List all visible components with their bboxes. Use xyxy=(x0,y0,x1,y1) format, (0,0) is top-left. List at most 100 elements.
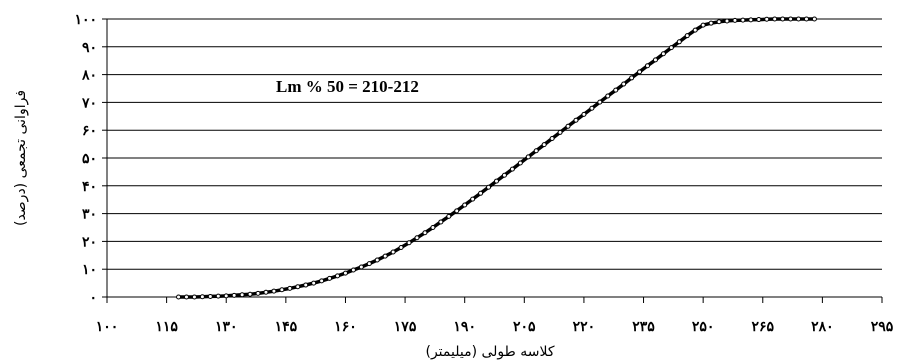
data-point xyxy=(446,213,452,219)
data-point xyxy=(335,273,341,279)
data-point xyxy=(358,264,364,270)
data-point xyxy=(533,148,539,154)
data-point xyxy=(621,81,627,87)
data-point xyxy=(565,123,571,129)
data-point xyxy=(803,16,809,22)
y-tick-label: ۳۰ xyxy=(82,207,97,223)
data-point xyxy=(684,33,690,39)
data-point xyxy=(796,16,802,22)
data-point xyxy=(414,235,420,241)
data-point xyxy=(692,27,698,33)
data-point xyxy=(438,219,444,225)
y-tick-label: ۵۰ xyxy=(82,151,97,167)
x-tick-label: ۱۱۵ xyxy=(155,319,178,335)
y-tick-label: ۲۰ xyxy=(82,234,97,250)
data-point xyxy=(748,17,754,23)
data-point xyxy=(597,99,603,105)
x-tick-label: ۲۵۰ xyxy=(692,319,715,335)
data-point xyxy=(660,51,666,57)
data-point xyxy=(263,289,269,295)
y-tick-label: ۰ xyxy=(89,290,97,306)
data-point xyxy=(613,87,619,93)
x-tick-label: ۱۰۰ xyxy=(96,319,119,335)
data-point xyxy=(342,270,348,276)
data-point xyxy=(287,285,293,291)
data-point xyxy=(215,293,221,299)
x-tick-label: ۱۶۰ xyxy=(334,319,357,335)
data-point xyxy=(295,284,301,290)
data-point xyxy=(581,111,587,117)
data-point xyxy=(573,117,579,123)
data-point xyxy=(525,154,531,160)
data-point xyxy=(406,240,412,246)
data-point xyxy=(199,294,205,300)
data-point xyxy=(430,225,436,230)
data-point xyxy=(811,16,817,22)
series-group xyxy=(176,16,817,300)
data-point xyxy=(462,202,468,208)
data-point xyxy=(716,19,722,25)
data-point xyxy=(207,293,213,299)
data-point xyxy=(470,196,476,202)
x-tick-label: ۱۴۵ xyxy=(275,319,298,335)
data-point xyxy=(493,178,499,184)
data-point xyxy=(708,20,714,26)
data-point xyxy=(271,288,277,294)
data-point xyxy=(637,69,643,75)
data-point xyxy=(509,166,515,172)
data-point xyxy=(732,17,738,23)
y-tick-label: ۴۰ xyxy=(82,179,97,195)
y-tick-label: ۶۰ xyxy=(82,123,97,139)
gridlines xyxy=(107,18,882,270)
y-tick-label: ۱۰۰ xyxy=(74,12,97,28)
y-tick-label: ۱۰ xyxy=(82,262,97,278)
y-axis-title: فراوانی تجمعی (درصد) xyxy=(13,90,29,226)
data-point xyxy=(366,261,372,267)
data-point xyxy=(541,142,547,148)
data-point xyxy=(327,275,333,281)
data-point xyxy=(319,278,325,284)
y-tick-label: ۸۰ xyxy=(81,68,97,84)
data-point xyxy=(652,57,658,63)
data-point xyxy=(422,230,428,236)
data-point xyxy=(454,208,460,214)
data-point xyxy=(517,160,523,166)
data-point xyxy=(788,16,794,22)
x-tick-label: ۲۳۵ xyxy=(632,319,655,335)
data-point xyxy=(668,45,674,51)
x-axis-title: کلاسه طولی (میلیمتر) xyxy=(425,344,554,360)
data-point xyxy=(350,267,356,273)
axes xyxy=(102,18,883,303)
data-point xyxy=(589,105,595,111)
data-point xyxy=(724,18,730,24)
data-point xyxy=(501,172,507,178)
x-tick-label: ۲۰۵ xyxy=(513,319,536,335)
x-tick-label: ۱۷۵ xyxy=(394,319,417,335)
data-point xyxy=(231,292,237,298)
data-point xyxy=(772,16,778,22)
data-point xyxy=(478,190,484,196)
data-point xyxy=(255,290,261,296)
data-point xyxy=(740,17,746,23)
data-point xyxy=(239,292,245,298)
x-tick-label: ۲۹۵ xyxy=(871,319,894,335)
data-point xyxy=(780,16,786,22)
data-point xyxy=(629,75,635,81)
x-tick-label: ۱۳۰ xyxy=(215,319,238,335)
data-point xyxy=(382,253,388,259)
data-point xyxy=(176,294,182,300)
data-point xyxy=(303,282,309,288)
data-point xyxy=(549,136,555,142)
tick-labels: ۰ ۱۰ ۲۰ ۳۰ ۴۰ ۵۰ ۶۰ ۷۰ ۸۰ ۹۰ ۱۰۰ ۱۰۰ ۱۱۵ ۱۳۰ ۱۴۵ ۱۶۰ ۱۷۵… xyxy=(74,12,893,335)
data-point xyxy=(676,39,682,45)
data-point xyxy=(700,22,706,28)
data-point xyxy=(557,129,563,135)
data-point xyxy=(486,184,492,190)
data-point xyxy=(390,249,396,255)
x-tick-label: ۲۶۵ xyxy=(751,319,774,335)
x-tick-label: ۲۲۰ xyxy=(573,319,596,335)
data-point xyxy=(191,294,197,300)
y-tick-label: ۹۰ xyxy=(82,40,97,56)
x-tick-label: ۱۹۰ xyxy=(453,319,476,335)
data-point xyxy=(645,63,651,69)
